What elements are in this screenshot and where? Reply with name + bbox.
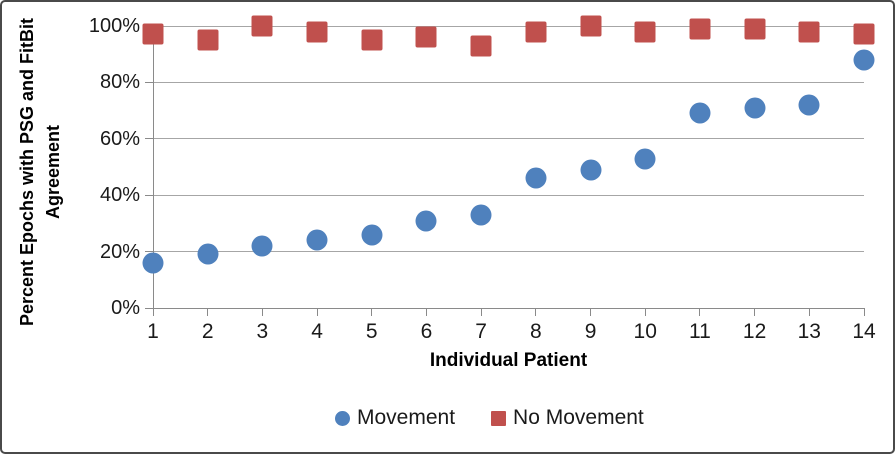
x-tick-4 [316, 308, 318, 316]
data-point-movement-9 [580, 159, 602, 181]
y-tick-label-0: 0% [111, 297, 140, 319]
x-tick-label-13: 13 [797, 320, 821, 343]
data-point-no-movement-6 [415, 26, 437, 48]
data-point-no-movement-10 [634, 21, 656, 43]
x-tick-12 [754, 308, 756, 316]
data-point-no-movement-3 [251, 15, 273, 37]
data-point-no-movement-2 [197, 29, 219, 51]
data-point-movement-10 [634, 148, 656, 170]
y-tick-60 [145, 138, 153, 140]
x-tick-1 [152, 308, 154, 316]
legend-label-no-movement: No Movement [513, 406, 644, 429]
x-tick-3 [261, 308, 263, 316]
x-tick-label-7: 7 [475, 320, 487, 343]
x-tick-label-2: 2 [201, 320, 214, 343]
x-tick-5 [371, 308, 373, 316]
data-point-no-movement-5 [361, 29, 383, 51]
y-tick-0 [145, 307, 153, 309]
legend-marker-circle-icon [335, 410, 350, 426]
data-point-no-movement-11 [689, 18, 711, 40]
x-tick-label-5: 5 [365, 320, 378, 343]
x-tick-label-6: 6 [420, 320, 433, 343]
data-point-no-movement-12 [744, 18, 766, 40]
data-point-movement-12 [744, 97, 766, 119]
y-tick-40 [145, 194, 153, 196]
data-point-no-movement-4 [306, 21, 328, 43]
data-point-no-movement-13 [798, 21, 820, 43]
data-point-movement-1 [142, 252, 164, 274]
x-tick-label-4: 4 [311, 320, 323, 343]
x-tick-6 [425, 308, 427, 316]
data-point-movement-13 [798, 94, 820, 116]
data-point-movement-14 [853, 49, 875, 71]
y-tick-label-40: 40% [99, 184, 140, 207]
x-axis-title: Individual Patient [429, 350, 588, 371]
data-point-movement-3 [251, 235, 273, 257]
x-tick-label-11: 11 [689, 320, 711, 343]
x-tick-label-1: 1 [147, 320, 159, 343]
data-point-no-movement-7 [470, 35, 492, 57]
x-tick-9 [590, 308, 592, 316]
data-point-movement-8 [525, 167, 547, 189]
x-tick-label-12: 12 [742, 320, 767, 343]
y-axis-line [152, 26, 154, 308]
data-point-movement-4 [306, 229, 328, 251]
x-tick-14 [863, 308, 865, 316]
y-tick-80 [145, 81, 153, 83]
gridline-100 [153, 25, 864, 27]
y-tick-label-20: 20% [99, 240, 140, 263]
data-point-movement-5 [361, 224, 383, 246]
x-tick-label-10: 10 [633, 320, 657, 343]
y-tick-20 [145, 251, 153, 253]
x-tick-label-3: 3 [256, 320, 269, 343]
x-tick-7 [480, 308, 482, 316]
data-point-no-movement-14 [853, 23, 875, 45]
data-point-no-movement-1 [142, 23, 164, 45]
gridline-40 [153, 194, 864, 196]
data-point-no-movement-8 [525, 21, 547, 43]
x-tick-label-14: 14 [852, 320, 876, 343]
y-tick-label-100: 100% [88, 15, 140, 37]
data-point-no-movement-9 [580, 15, 602, 37]
y-tick-label-80: 80% [99, 71, 140, 94]
y-tick-label-60: 60% [99, 127, 140, 150]
x-tick-8 [535, 308, 537, 316]
legend-marker-square-icon [491, 410, 507, 426]
x-tick-11 [699, 308, 701, 316]
x-axis-line [153, 307, 864, 309]
gridline-20 [153, 251, 864, 253]
legend-item-no-movement: No Movement [491, 406, 644, 430]
data-point-movement-2 [197, 243, 219, 265]
x-tick-2 [207, 308, 209, 316]
x-tick-13 [808, 308, 810, 316]
gridline-80 [153, 81, 864, 83]
data-point-movement-6 [415, 210, 437, 232]
legend-label-movement: Movement [357, 406, 456, 429]
x-tick-label-9: 9 [584, 320, 597, 343]
legend: Movement No Movement [335, 406, 644, 430]
x-tick-10 [644, 308, 646, 316]
legend-item-movement: Movement [335, 406, 455, 430]
gridline-60 [153, 138, 864, 140]
x-tick-label-8: 8 [530, 320, 542, 343]
data-point-movement-7 [470, 204, 492, 226]
data-point-movement-11 [689, 102, 711, 124]
